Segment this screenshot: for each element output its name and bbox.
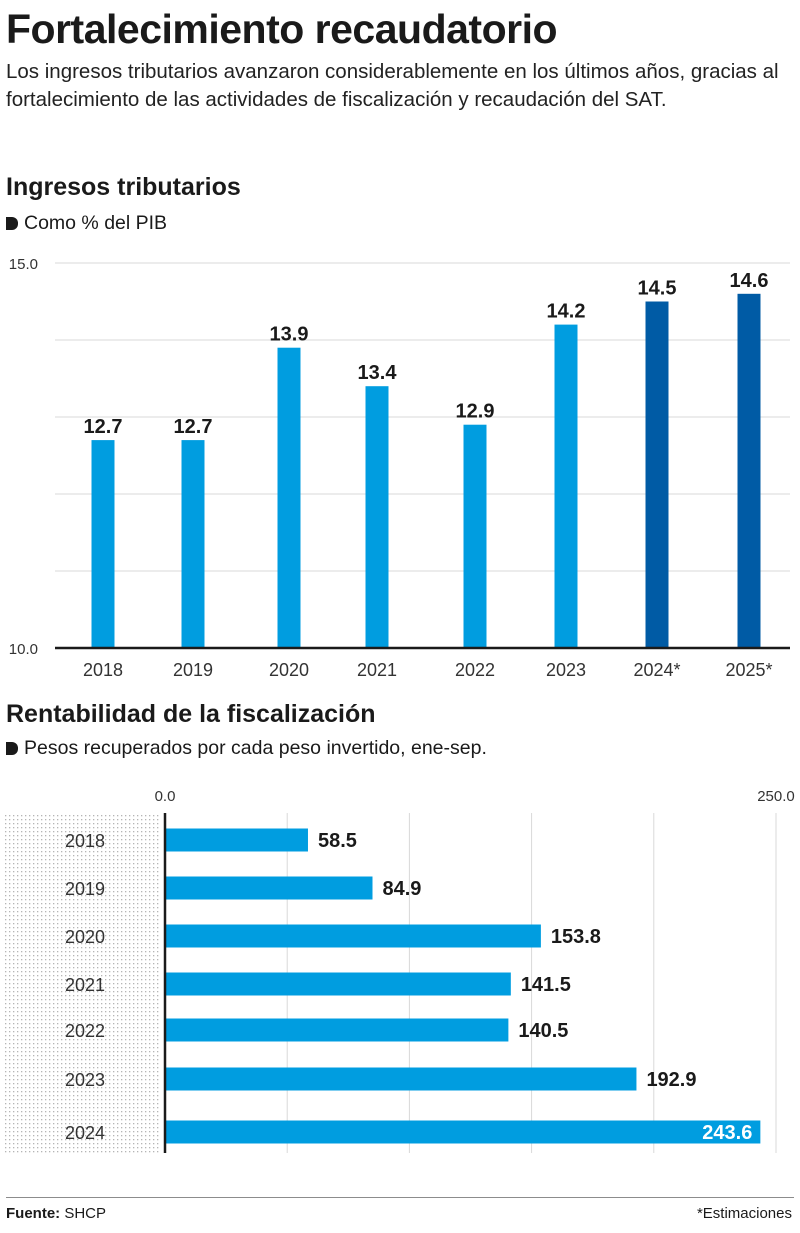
data-label: 14.2 — [547, 301, 586, 323]
x-axis-ticks: 0.0 250.0 — [155, 788, 795, 805]
y-category-label: 2018 — [65, 831, 105, 851]
chart2-subtitle: Pesos recuperados por cada peso invertid… — [6, 737, 487, 760]
data-label: 12.9 — [456, 401, 495, 423]
gridlines — [55, 262, 790, 572]
y-category-label: 2023 — [65, 1070, 105, 1090]
data-labels: 58.5 84.9 153.8 141.5 140.5 192.9 243.6 — [318, 830, 752, 1144]
x-tick-label: 2023 — [546, 660, 586, 680]
data-label: 140.5 — [518, 1020, 568, 1042]
source-label: Fuente: — [6, 1205, 61, 1222]
data-label: 153.8 — [551, 926, 601, 948]
data-label: 13.9 — [270, 324, 309, 346]
x-tick-label: 2024* — [633, 660, 680, 680]
bar — [554, 324, 578, 648]
data-label: 192.9 — [646, 1069, 696, 1091]
data-label: 84.9 — [382, 878, 421, 900]
y-tick-label: 15.0 — [9, 256, 38, 273]
footer-source: Fuente: SHCP — [6, 1205, 106, 1222]
chart1-subtitle: Como % del PIB — [6, 212, 167, 235]
x-axis-ticks: 2018 2019 2020 2021 2022 2023 2024* 2025* — [83, 660, 773, 680]
data-label: 14.6 — [730, 270, 769, 292]
bar — [91, 440, 115, 648]
x-tick-label: 250.0 — [757, 788, 795, 805]
bar — [277, 347, 301, 648]
bars — [91, 293, 761, 648]
bar — [165, 1120, 761, 1144]
x-tick-label: 2019 — [173, 660, 213, 680]
bar — [365, 386, 389, 648]
bar — [165, 1067, 637, 1091]
page-title: Fortalecimiento recaudatorio — [6, 6, 558, 52]
chart1-subtitle-text: Como % del PIB — [24, 212, 168, 234]
chart2-subtitle-text: Pesos recuperados por cada peso invertid… — [24, 737, 487, 759]
data-label: 13.4 — [358, 362, 398, 384]
bullet-icon — [6, 742, 18, 755]
data-label: 243.6 — [702, 1122, 752, 1144]
bullet-icon — [6, 217, 18, 230]
x-tick-label: 2021 — [357, 660, 397, 680]
x-tick-label: 2020 — [269, 660, 309, 680]
y-tick-label: 10.0 — [9, 641, 38, 658]
bar — [645, 301, 669, 648]
y-category-label: 2019 — [65, 879, 105, 899]
y-category-label: 2020 — [65, 927, 105, 947]
y-axis-categories: 2018 2019 2020 2021 2022 2023 2024 — [65, 831, 105, 1143]
footer-divider — [6, 1197, 794, 1198]
page-subtitle: Los ingresos tributarios avanzaron consi… — [6, 60, 779, 111]
bar — [737, 293, 761, 648]
chart2-title: Rentabilidad de la fiscalización — [6, 700, 376, 728]
bar — [165, 972, 511, 996]
chart1-title: Ingresos tributarios — [6, 173, 241, 201]
data-label: 58.5 — [318, 830, 357, 852]
data-labels: 12.7 12.7 13.9 13.4 12.9 14.2 14.5 14.6 — [84, 270, 769, 438]
bar — [463, 424, 487, 648]
category-band-background — [5, 815, 160, 1153]
bar — [165, 876, 373, 900]
x-tick-label: 0.0 — [155, 788, 176, 805]
bar — [165, 1018, 509, 1042]
x-tick-label: 2022 — [455, 660, 495, 680]
chart-rentabilidad-fiscalizacion: 0.0 250.0 2018 2019 2020 2021 2022 2023 2024 58… — [5, 788, 795, 1153]
y-axis-ticks: 10.0 15.0 — [9, 256, 38, 658]
chart-ingresos-tributarios: 10.0 15.0 12.7 12.7 13.9 13.4 12.9 14.2 14.5 14.… — [9, 256, 790, 680]
x-tick-label: 2025* — [725, 660, 772, 680]
y-category-label: 2021 — [65, 975, 105, 995]
data-label: 12.7 — [174, 416, 213, 438]
footer-note: *Estimaciones — [696, 1205, 792, 1222]
y-category-label: 2022 — [65, 1021, 105, 1041]
bar — [165, 924, 541, 948]
bar — [165, 828, 308, 852]
y-category-label: 2024 — [65, 1123, 105, 1143]
bar — [181, 440, 205, 648]
data-label: 14.5 — [638, 278, 677, 300]
x-tick-label: 2018 — [83, 660, 123, 680]
data-label: 12.7 — [84, 416, 123, 438]
source-value: SHCP — [64, 1205, 107, 1222]
bars — [165, 828, 761, 1144]
data-label: 141.5 — [521, 974, 571, 996]
